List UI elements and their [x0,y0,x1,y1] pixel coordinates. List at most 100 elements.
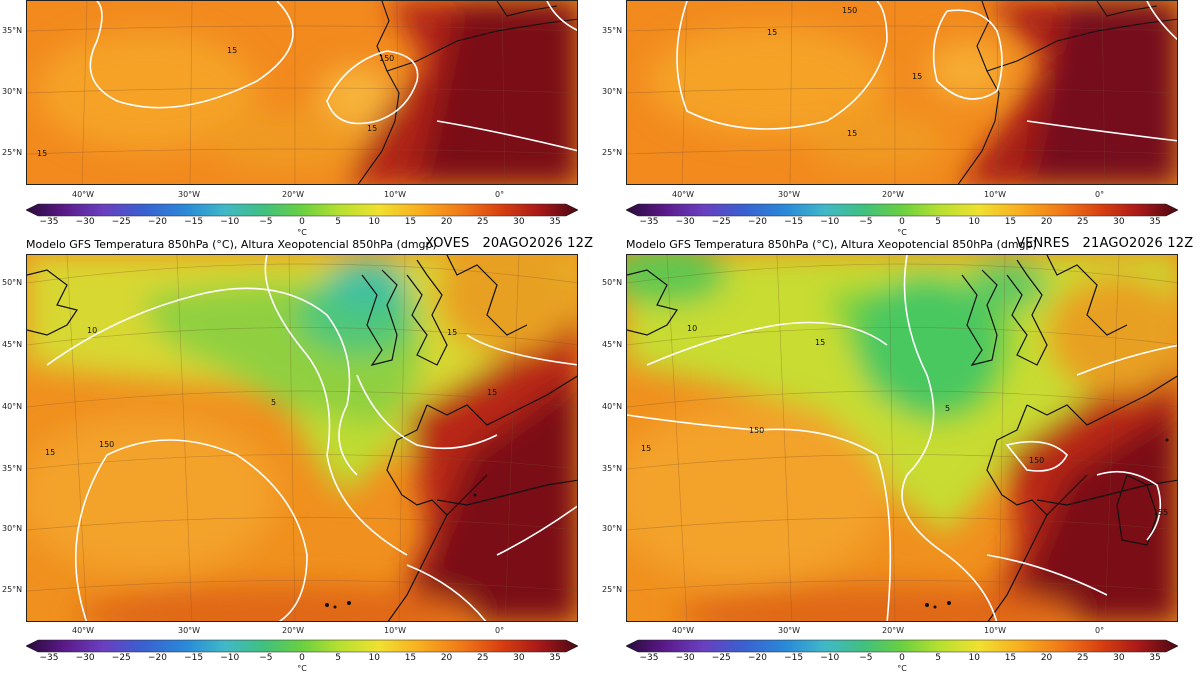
colorbar-tick-label: 25 [476,653,489,663]
colorbar-tick-label: −10 [820,653,840,663]
lat-label: 40°N [2,402,23,411]
lat-label: 50°N [2,278,23,287]
colorbar-tick-label: 0 [299,653,305,663]
forecast-date: 21AGO2026 12Z [1082,236,1194,251]
colorbar-tick-label: −15 [184,217,204,227]
colorbar-tick-label: 0 [899,217,905,227]
colorbar-tick-label: −30 [675,653,695,663]
panel-day: VENRES 21AGO2026 12Z [1016,236,1193,251]
panel-day: XOVES 20AGO2026 12Z [425,236,593,251]
lon-label: 40°W [672,190,695,199]
contour-label: 15 [912,72,922,81]
colorbar-tick-label: 15 [404,217,417,227]
contour-label: 15 [487,388,497,397]
colorbar-tick-label: −5 [259,217,273,227]
contour-label: 5 [945,404,950,413]
lon-label: 30°W [178,190,201,199]
colorbar-tick-label: 15 [1004,217,1017,227]
colorbar-tick-label: −30 [75,217,95,227]
colorbar-tick-label: 35 [1149,653,1161,663]
colorbar-tick-label: 35 [549,217,561,227]
temperature-map: 10 15 150 150 5 15 155 [626,254,1178,622]
colorbar-tick-label: −25 [111,217,131,227]
forecast-day: VENRES [1016,236,1070,251]
temperature-map: 150 15 15 15 [626,0,1178,185]
lon-label: 10°W [384,626,407,635]
lon-label: 30°W [778,190,801,199]
forecast-date: 20AGO2026 12Z [482,236,594,251]
colorbar-tick-label: 15 [404,653,417,663]
colorbar-tick-label: 20 [1040,217,1053,227]
contour-label: 15 [641,444,651,453]
contour-label: 15 [767,28,777,37]
colorbar-unit: °C [297,228,307,237]
colorbar-tick-label: 10 [368,653,381,663]
lat-label: 35°N [602,464,623,473]
temperature-map: 15 150 15 15 [26,0,578,185]
contour-label: 150 [842,6,857,15]
colorbar-tick-label: −35 [639,653,659,663]
contour-label: 15 [227,46,237,55]
lon-label: 40°W [72,626,95,635]
colorbar-unit: °C [897,228,907,237]
lat-label: 50°N [602,278,623,287]
colorbar-tick-label: −20 [147,653,167,663]
colorbar-tick-label: −10 [220,217,240,227]
lon-label: 20°W [282,626,305,635]
colorbar-tick-label: −35 [39,217,59,227]
colorbar-tick-label: 10 [968,217,981,227]
colorbar-tick-label: 10 [968,653,981,663]
lat-label: 45°N [2,340,23,349]
lat-label: 35°N [2,26,23,35]
lon-label: 10°W [984,626,1007,635]
colorbar-tick-label: 25 [476,217,489,227]
colorbar-tick-label: 5 [935,217,942,227]
colorbar-tick-label: 0 [299,217,305,227]
colorbar-tick-label: 15 [1004,653,1017,663]
colorbar-tick-label: −10 [220,653,240,663]
lon-label: 0° [1095,626,1105,635]
lon-label: 40°W [72,190,95,199]
lat-label: 30°N [2,524,23,533]
contour-label: 10 [687,324,697,333]
colorbar-tick-label: 5 [935,653,942,663]
colorbar-tick-label: 5 [335,653,342,663]
lon-label: 40°W [672,626,695,635]
panel-title: Modelo GFS Temperatura 850hPa (°C), Altu… [626,238,1037,251]
colorbar-tick-label: −5 [859,217,873,227]
lon-label: 0° [495,190,505,199]
lat-label: 25°N [2,148,23,157]
lon-label: 30°W [778,626,801,635]
colorbar-tick-label: −25 [111,653,131,663]
lat-label: 30°N [2,87,23,96]
colorbar-tick-label: −25 [711,217,731,227]
colorbar-tick-label: 20 [440,653,453,663]
lon-label: 10°W [984,190,1007,199]
colorbar-tick-label: 5 [335,217,342,227]
colorbar-tick-label: −25 [711,653,731,663]
colorbar-unit: °C [897,664,907,673]
contour-label: 150 [99,440,114,449]
lon-label: 20°W [882,190,905,199]
contour-label: 5 [271,398,276,407]
lat-label: 35°N [602,26,623,35]
lon-label: 0° [1095,190,1105,199]
lat-label: 35°N [2,464,23,473]
colorbar-tick-label: −35 [639,217,659,227]
colorbar-tick-label: −20 [747,653,767,663]
contour-label: 10 [87,326,97,335]
lat-label: 30°N [602,87,623,96]
lat-label: 25°N [2,585,23,594]
lat-label: 40°N [602,402,623,411]
lon-label: 0° [495,626,505,635]
contour-label: 150 [379,54,394,63]
colorbar-tick-label: 30 [1113,653,1125,663]
colorbar-tick-label: 30 [513,653,525,663]
colorbar-tick-label: −35 [39,653,59,663]
contour-label: 15 [447,328,457,337]
colorbar-tick-label: 30 [1113,217,1125,227]
colorbar-tick-label: −15 [784,217,804,227]
contour-label: 150 [1029,456,1044,465]
colorbar-tick-label: 20 [1040,653,1053,663]
colorbar-tick-label: 35 [1149,217,1161,227]
